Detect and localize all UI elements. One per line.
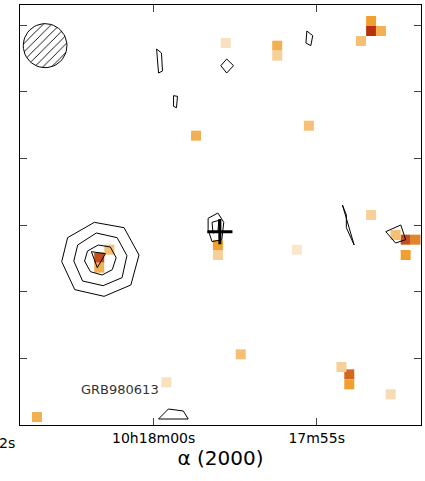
svg-text:10h18m00s: 10h18m00s [112,430,195,446]
svg-text:17m55s: 17m55s [288,430,345,446]
svg-text:2s: 2s [0,435,15,451]
svg-text:GRB980613: GRB980613 [81,382,159,397]
svg-text:α (2000): α (2000) [177,446,263,470]
